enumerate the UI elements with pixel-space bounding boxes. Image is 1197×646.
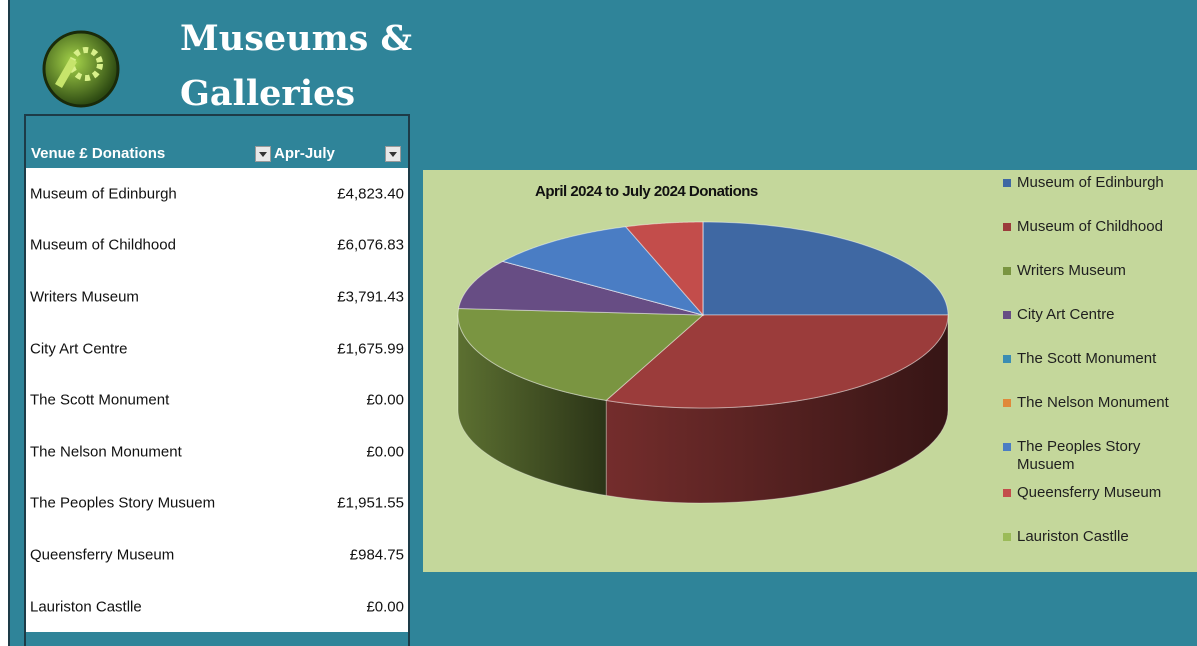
donation-cell: £1,951.55 xyxy=(337,494,404,512)
filter-button[interactable] xyxy=(385,146,401,162)
venue-cell: The Peoples Story Musuem xyxy=(30,494,216,512)
legend-swatch xyxy=(1003,443,1011,451)
legend-label: Queensferry Museum xyxy=(1017,484,1162,501)
legend-swatch xyxy=(1003,399,1011,407)
legend-swatch xyxy=(1003,311,1011,319)
margin-line xyxy=(8,0,10,646)
venue-cell: The Scott Monument xyxy=(30,391,170,409)
pie-slice xyxy=(702,221,949,316)
donation-cell: £0.00 xyxy=(366,443,404,461)
table-row: City Art Centre £1,675.99 xyxy=(26,322,408,375)
venue-cell: City Art Centre xyxy=(30,340,128,358)
donation-cell: £3,791.43 xyxy=(337,288,404,306)
pie-slice xyxy=(457,260,704,316)
legend-swatch xyxy=(1003,355,1011,363)
pie-slice xyxy=(624,221,704,317)
table-row: Museum of Childhood £6,076.83 xyxy=(26,219,408,272)
venue-cell: The Nelson Monument xyxy=(30,443,182,461)
legend-label: The Peoples Story Musuem xyxy=(1017,438,1141,473)
legend-label: The Scott Monument xyxy=(1017,350,1157,367)
legend-label: Museum of Edinburgh xyxy=(1017,174,1164,191)
pie-slice xyxy=(457,308,705,401)
table-border xyxy=(24,114,410,646)
table-row: The Nelson Monument £0.00 xyxy=(26,426,408,478)
legend-label: The Nelson Monument xyxy=(1017,394,1169,411)
table-row: The Scott Monument £0.00 xyxy=(26,374,408,426)
venue-cell: Writers Museum xyxy=(30,288,139,306)
legend-label: Writers Museum xyxy=(1017,262,1126,279)
legend-label: City Art Centre xyxy=(1017,306,1115,323)
legend-swatch xyxy=(1003,533,1011,541)
table-row: Lauriston Castlle £0.00 xyxy=(26,580,408,633)
pie-slice xyxy=(501,226,705,316)
chart-title: April 2024 to July 2024 Donations xyxy=(535,183,758,200)
legend-swatch xyxy=(1003,489,1011,497)
column-header: Apr-July xyxy=(274,145,335,162)
column-header: Venue £ Donations xyxy=(31,145,166,162)
legend-swatch xyxy=(1003,223,1011,231)
logo xyxy=(42,30,120,108)
donation-cell: £0.00 xyxy=(366,598,404,616)
donation-cell: £0.00 xyxy=(366,391,404,409)
donation-cell: £984.75 xyxy=(349,546,404,564)
table-row: Queensferry Museum £984.75 xyxy=(26,529,408,581)
title: Museums & xyxy=(180,18,413,59)
venue-cell: Lauriston Castlle xyxy=(30,598,142,616)
pie-slice xyxy=(605,314,949,409)
legend-swatch xyxy=(1003,179,1011,187)
table-row: The Peoples Story Musuem £1,951.55 xyxy=(26,477,408,530)
table-row: Writers Museum £3,791.43 xyxy=(26,271,408,323)
table-row: Museum of Edinburgh £4,823.40 xyxy=(26,168,408,220)
filter-button[interactable] xyxy=(255,146,271,162)
legend-label: Lauriston Castlle xyxy=(1017,528,1129,545)
legend-label: Museum of Childhood xyxy=(1017,218,1163,235)
venue-cell: Museum of Childhood xyxy=(30,236,176,254)
left-margin xyxy=(0,0,8,646)
venue-cell: Museum of Edinburgh xyxy=(30,185,177,203)
title: Galleries xyxy=(180,73,356,114)
legend-swatch xyxy=(1003,267,1011,275)
donation-cell: £1,675.99 xyxy=(337,340,404,358)
donation-cell: £4,823.40 xyxy=(337,185,404,203)
venue-cell: Queensferry Museum xyxy=(30,546,175,564)
donation-cell: £6,076.83 xyxy=(337,236,404,254)
